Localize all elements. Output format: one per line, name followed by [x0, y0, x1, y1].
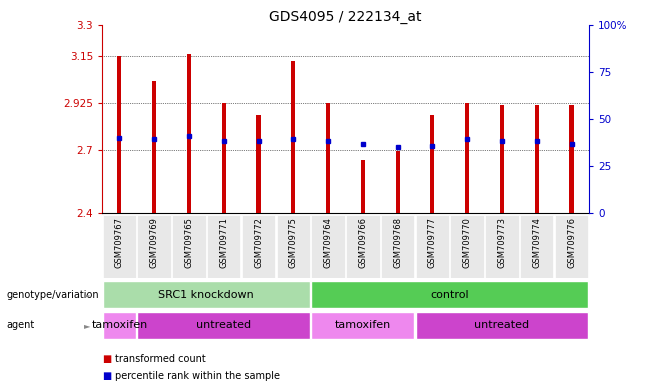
Text: GSM709770: GSM709770	[463, 217, 472, 268]
Bar	[569, 106, 574, 213]
FancyBboxPatch shape	[381, 215, 415, 278]
FancyBboxPatch shape	[207, 215, 240, 278]
FancyBboxPatch shape	[172, 215, 206, 278]
Bar	[500, 106, 504, 213]
FancyBboxPatch shape	[241, 215, 275, 278]
Bar	[222, 103, 226, 213]
Bar	[257, 115, 261, 213]
Text: tamoxifen: tamoxifen	[335, 320, 391, 331]
Text: GSM709769: GSM709769	[149, 217, 159, 268]
FancyBboxPatch shape	[103, 215, 136, 278]
FancyBboxPatch shape	[485, 215, 519, 278]
FancyBboxPatch shape	[276, 215, 310, 278]
Bar	[535, 106, 539, 213]
Text: GSM709772: GSM709772	[254, 217, 263, 268]
Text: untreated: untreated	[474, 320, 530, 331]
Text: percentile rank within the sample: percentile rank within the sample	[115, 371, 280, 381]
Text: transformed count: transformed count	[115, 354, 206, 364]
FancyBboxPatch shape	[346, 215, 380, 278]
Text: GSM709764: GSM709764	[324, 217, 332, 268]
FancyBboxPatch shape	[311, 312, 415, 339]
FancyBboxPatch shape	[311, 281, 588, 308]
Text: GSM709771: GSM709771	[219, 217, 228, 268]
Text: GSM709765: GSM709765	[184, 217, 193, 268]
Text: GSM709776: GSM709776	[567, 217, 576, 268]
Bar	[291, 61, 295, 213]
FancyBboxPatch shape	[311, 215, 345, 278]
Text: ►: ►	[84, 321, 91, 330]
Text: SRC1 knockdown: SRC1 knockdown	[159, 290, 254, 300]
Bar	[326, 103, 330, 213]
Bar	[117, 56, 122, 213]
Text: untreated: untreated	[196, 320, 251, 331]
Text: tamoxifen: tamoxifen	[91, 320, 147, 331]
Text: control: control	[430, 290, 469, 300]
Text: GSM709777: GSM709777	[428, 217, 437, 268]
Text: ►: ►	[84, 290, 91, 299]
FancyBboxPatch shape	[451, 215, 484, 278]
FancyBboxPatch shape	[138, 312, 310, 339]
FancyBboxPatch shape	[555, 215, 588, 278]
Bar	[465, 103, 469, 213]
Text: ■: ■	[102, 371, 111, 381]
Bar	[430, 115, 434, 213]
Bar	[395, 151, 399, 213]
FancyBboxPatch shape	[138, 215, 171, 278]
Bar	[187, 54, 191, 213]
FancyBboxPatch shape	[520, 215, 553, 278]
Text: ■: ■	[102, 354, 111, 364]
Text: GSM709773: GSM709773	[497, 217, 507, 268]
Bar	[361, 160, 365, 213]
Text: GSM709774: GSM709774	[532, 217, 542, 268]
FancyBboxPatch shape	[416, 312, 588, 339]
FancyBboxPatch shape	[103, 312, 136, 339]
Text: GSM709775: GSM709775	[289, 217, 298, 268]
Text: GSM709767: GSM709767	[115, 217, 124, 268]
Bar	[152, 81, 156, 213]
Text: agent: agent	[7, 320, 35, 331]
Title: GDS4095 / 222134_at: GDS4095 / 222134_at	[269, 10, 422, 24]
Text: genotype/variation: genotype/variation	[7, 290, 99, 300]
FancyBboxPatch shape	[103, 281, 310, 308]
Text: GSM709766: GSM709766	[359, 217, 367, 268]
Text: GSM709768: GSM709768	[393, 217, 402, 268]
FancyBboxPatch shape	[416, 215, 449, 278]
